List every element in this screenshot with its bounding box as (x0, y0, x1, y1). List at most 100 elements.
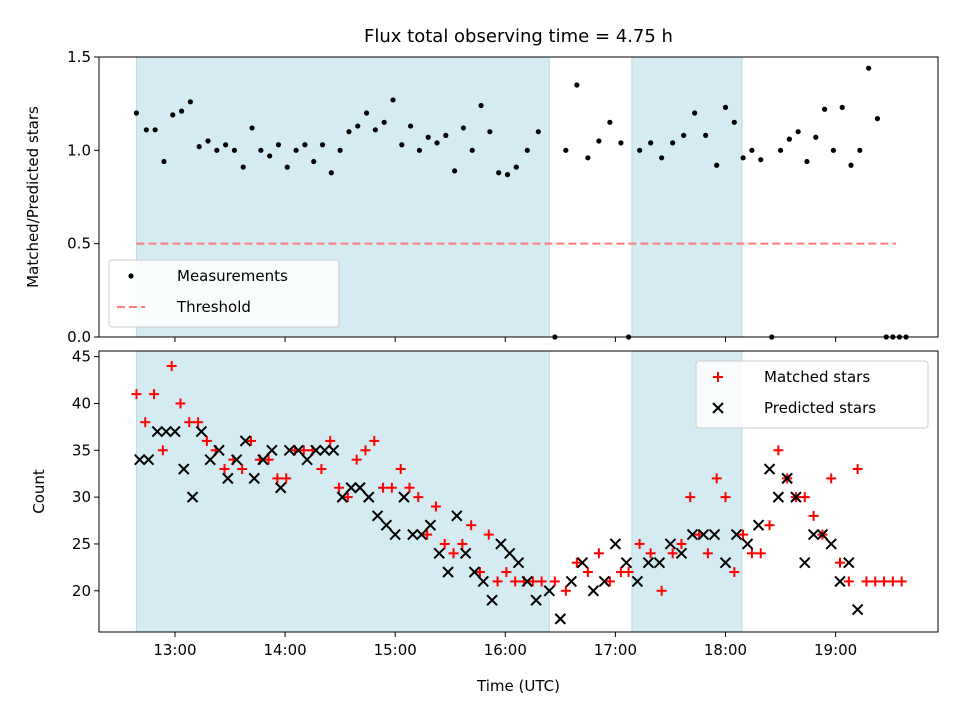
measurement-point (596, 138, 602, 144)
predicted-star-point (772, 491, 785, 503)
matched-star-point (711, 473, 722, 484)
y-tick-label: 1.5 (67, 48, 91, 66)
measurement-point (607, 119, 613, 125)
x-tick-label: 17:00 (594, 641, 637, 659)
matched-star-point (593, 548, 604, 559)
matched-star-point (201, 435, 212, 446)
predicted-star-point (686, 528, 699, 541)
measurement-point (337, 147, 343, 153)
matched-star-point (501, 567, 512, 578)
matched-star-point (166, 360, 177, 371)
matched-star-point (193, 417, 204, 428)
predicted-star-point (609, 538, 622, 550)
matched-star-point (536, 576, 547, 587)
predicted-star-point (598, 575, 611, 588)
y-tick-label: 30 (72, 488, 91, 506)
measurement-point (372, 127, 378, 133)
predicted-star-point (843, 556, 855, 569)
y-axis-label-count: Count (30, 469, 48, 514)
predicted-star-point (248, 472, 260, 485)
matched-star-point (281, 473, 292, 484)
matched-star-point (861, 576, 872, 587)
matched-star-point (342, 492, 353, 503)
predicted-star-point (239, 435, 252, 447)
shaded-interval-2 (631, 56, 743, 338)
measurement-point (563, 147, 569, 153)
measurement-point (777, 147, 784, 153)
measurement-point (152, 127, 158, 133)
measurement-point (535, 129, 541, 135)
measurement-point (363, 110, 370, 116)
measurement-point (214, 147, 220, 153)
matched-star-point (764, 520, 775, 531)
predicted-star-point (495, 538, 507, 550)
predicted-star-point (204, 453, 216, 466)
bottom-plot-frame (98, 350, 939, 633)
predicted-star-point (799, 556, 811, 569)
matched-star-point (140, 417, 151, 428)
y-tick-label: 0.5 (67, 235, 91, 253)
predicted-star-point (178, 463, 190, 475)
measurement-point (786, 136, 792, 142)
measurement-point (460, 125, 467, 131)
measurement-point (452, 168, 458, 174)
measurement-point (722, 104, 729, 110)
measurement-point (133, 110, 140, 116)
measurement-point (496, 170, 502, 176)
predicted-star-point (363, 491, 375, 503)
measurement-point (487, 129, 493, 135)
top-plot-frame (98, 56, 939, 338)
matched-star-point (131, 389, 142, 400)
measurement-point (258, 147, 264, 153)
predicted-star-point (310, 444, 322, 456)
predicted-star-point (530, 594, 542, 606)
predicted-star-point (319, 444, 331, 456)
y-tick-label: 45 (72, 348, 91, 366)
matched-star-point (896, 576, 907, 587)
y-tick-label: 1.0 (67, 141, 91, 159)
measurement-point (574, 82, 580, 88)
matched-star-point (237, 464, 248, 475)
y-tick-label: 20 (72, 582, 91, 600)
measurement-point (874, 116, 881, 122)
measurement-point (170, 112, 176, 118)
predicted-star-point (576, 556, 589, 569)
measurement-point (670, 140, 676, 146)
predicted-star-point (554, 613, 567, 625)
predicted-star-point (468, 566, 481, 578)
predicted-star-point (257, 453, 269, 466)
panel-count: 13:00 14:00 15:00 16:00 17:00 18:00 19:00 20 25 3… (30, 348, 939, 695)
matched-star-point (843, 576, 854, 587)
predicted-star-point (477, 575, 489, 588)
matched-star-point (404, 482, 415, 493)
matched-star-point (219, 464, 230, 475)
measurement-point (319, 142, 326, 148)
predicted-star-point (169, 425, 181, 438)
predicted-star-point (763, 463, 776, 475)
measurement-point (240, 164, 246, 170)
measurement-point (205, 138, 211, 144)
x-axis-label: Time (UTC) (476, 677, 560, 695)
matched-star-point (729, 567, 740, 578)
measurement-point (407, 123, 414, 129)
matched-star-point (395, 464, 406, 475)
measurement-point (346, 129, 352, 135)
measurement-point (161, 158, 167, 165)
measurement-point (284, 164, 290, 170)
matched-star-point (879, 576, 890, 587)
legend-marker-measurements (128, 273, 134, 279)
measurement-point (749, 147, 755, 153)
predicted-star-point (825, 538, 837, 550)
legend-label: Predicted stars (764, 399, 876, 417)
predicted-star-point (620, 556, 633, 569)
matched-star-point (351, 454, 362, 465)
predicted-star-point (371, 510, 384, 522)
measurement-point (443, 132, 449, 138)
matched-star-point (604, 576, 615, 587)
predicted-star-point (697, 528, 710, 541)
predicted-star-point (380, 519, 393, 531)
matched-star-point (316, 464, 327, 475)
matched-star-point (439, 538, 450, 549)
predicted-star-point (266, 444, 278, 456)
